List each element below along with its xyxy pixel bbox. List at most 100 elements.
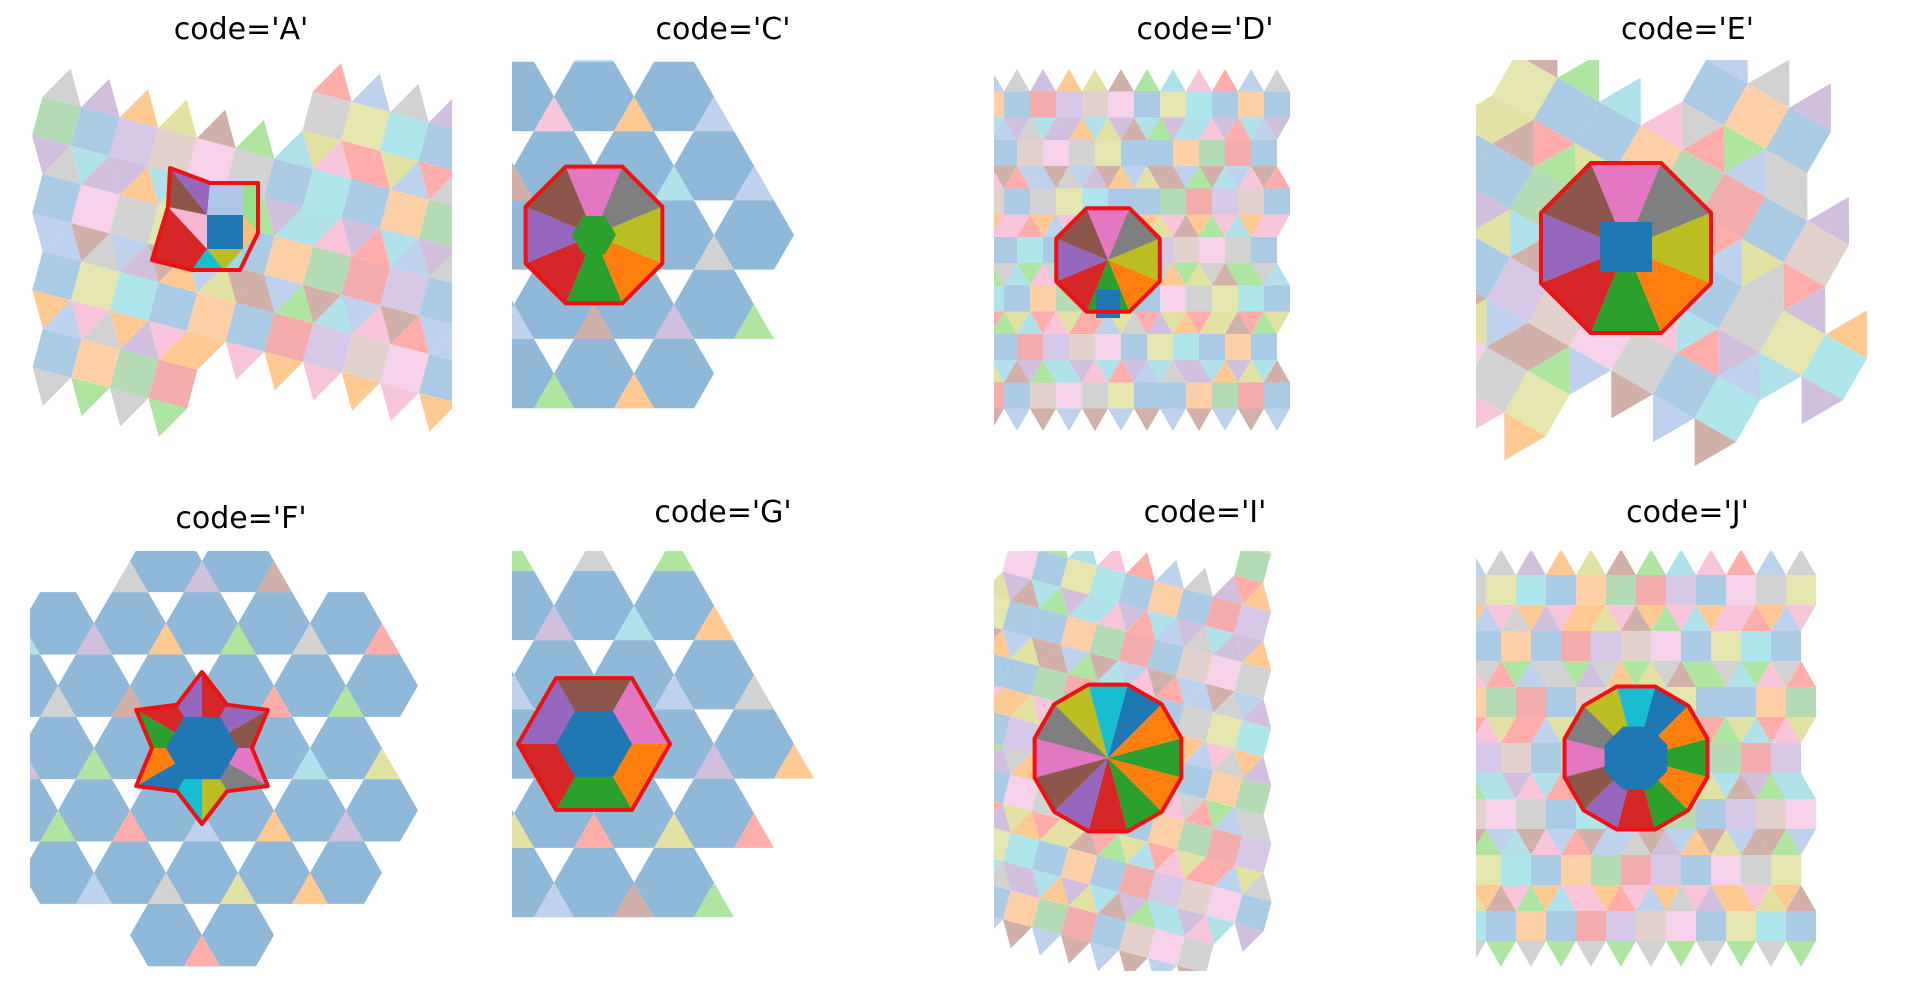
triangle-tile xyxy=(1095,117,1121,140)
triangle-tile xyxy=(1043,311,1069,335)
hexagon-tile xyxy=(512,300,514,308)
triangle-tile xyxy=(1621,828,1651,855)
triangle-tile xyxy=(119,89,159,128)
triangle-tile xyxy=(220,872,256,904)
triangle-tile xyxy=(220,623,256,655)
triangle-tile xyxy=(694,235,734,270)
highlight-outline xyxy=(1032,682,1184,834)
triangle-tile xyxy=(1681,605,1711,632)
triangle-tile xyxy=(1234,575,1264,605)
triangle-tile xyxy=(1199,263,1225,286)
triangle-tile xyxy=(1173,214,1199,237)
square-tile xyxy=(1121,139,1147,166)
triangle-tile xyxy=(341,372,381,411)
triangle-tile xyxy=(390,161,429,200)
triangle-tile xyxy=(734,813,774,848)
panel-E: code='E' xyxy=(1446,0,1929,491)
motif-piece xyxy=(243,215,258,249)
triangle-tile xyxy=(1476,189,1510,229)
triangle-tile xyxy=(1017,214,1043,237)
triangle-tile xyxy=(1696,717,1726,743)
triangle-tile xyxy=(1031,579,1061,609)
triangle-tile xyxy=(225,264,265,303)
square-tile xyxy=(1017,334,1043,361)
square-tile xyxy=(264,158,313,208)
triangle-tile xyxy=(1696,884,1726,911)
square-tile xyxy=(1004,91,1030,118)
triangle-tile xyxy=(1531,884,1561,911)
triangle-tile xyxy=(1176,907,1206,937)
triangle-tile xyxy=(1546,773,1576,799)
square-tile xyxy=(994,828,1011,862)
triangle-tile xyxy=(1160,360,1186,383)
square-tile xyxy=(1476,854,1501,885)
triangle-tile xyxy=(1786,773,1816,799)
hexagon-tile xyxy=(512,162,514,170)
triangle-tile xyxy=(1491,95,1534,144)
triangle-tile xyxy=(1501,661,1531,688)
square-tile xyxy=(380,343,430,393)
triangle-tile xyxy=(1155,617,1185,647)
triangle-tile xyxy=(1756,828,1786,855)
square-tile xyxy=(1031,898,1069,935)
panel-title: code='I' xyxy=(1143,495,1267,530)
triangle-tile xyxy=(994,214,1017,237)
triangle-tile xyxy=(694,882,734,918)
hexagon-tile xyxy=(512,570,554,641)
triangle-tile xyxy=(1711,828,1741,855)
triangle-tile xyxy=(1264,263,1290,286)
square-tile xyxy=(1759,310,1826,377)
triangle-tile xyxy=(1238,117,1264,140)
triangle-tile xyxy=(1682,125,1725,174)
square-tile xyxy=(1002,600,1040,638)
square-tile xyxy=(1002,551,1039,580)
triangle-tile xyxy=(328,685,364,717)
triangle-tile xyxy=(1186,311,1212,335)
triangle-tile xyxy=(1176,733,1206,763)
square-tile xyxy=(1486,257,1552,323)
triangle-tile xyxy=(109,310,149,350)
triangle-tile xyxy=(1561,828,1591,855)
triangle-tile xyxy=(994,801,1003,813)
square-tile xyxy=(1546,798,1576,829)
triangle-tile xyxy=(1039,645,1069,674)
triangle-tile xyxy=(1606,551,1636,576)
motif-piece xyxy=(1541,212,1626,284)
triangle-tile xyxy=(1576,940,1606,967)
square-tile xyxy=(1723,83,1790,150)
square-tile xyxy=(1147,870,1185,908)
triangle-tile xyxy=(119,243,159,283)
panel-title: code='C' xyxy=(655,12,791,47)
triangle-tile xyxy=(1108,165,1134,189)
square-tile xyxy=(1160,188,1186,215)
triangle-tile xyxy=(1060,876,1090,906)
triangle-tile xyxy=(1718,352,1761,401)
triangle-tile xyxy=(1017,165,1043,189)
triangle-tile xyxy=(32,212,71,252)
tiling-A xyxy=(32,63,452,437)
triangle-tile xyxy=(112,560,148,593)
triangle-tile xyxy=(1531,717,1561,743)
triangle-tile xyxy=(1068,594,1098,624)
motif-piece xyxy=(152,207,207,270)
triangle-tile xyxy=(1807,196,1850,245)
triangle-tile xyxy=(1097,834,1127,864)
square-tile xyxy=(1205,654,1243,692)
square-tile xyxy=(1696,575,1726,606)
triangle-tile xyxy=(1134,165,1160,189)
triangle-tile xyxy=(1621,884,1651,911)
triangle-tile xyxy=(70,223,110,262)
square-tile xyxy=(1741,743,1771,773)
motif-center-square xyxy=(207,215,243,249)
triangle-tile xyxy=(1134,68,1160,92)
hexagon-tile xyxy=(554,570,634,641)
square-tile xyxy=(1700,173,1766,239)
triangle-tile xyxy=(32,367,72,406)
triangle-tile xyxy=(774,744,814,779)
triangle-tile xyxy=(1700,238,1743,287)
panel-C: code='C' xyxy=(482,0,964,491)
triangle-tile xyxy=(1711,717,1741,743)
motif-piece xyxy=(1088,758,1128,832)
square-tile xyxy=(1238,188,1264,215)
triangle-tile xyxy=(1199,360,1225,383)
